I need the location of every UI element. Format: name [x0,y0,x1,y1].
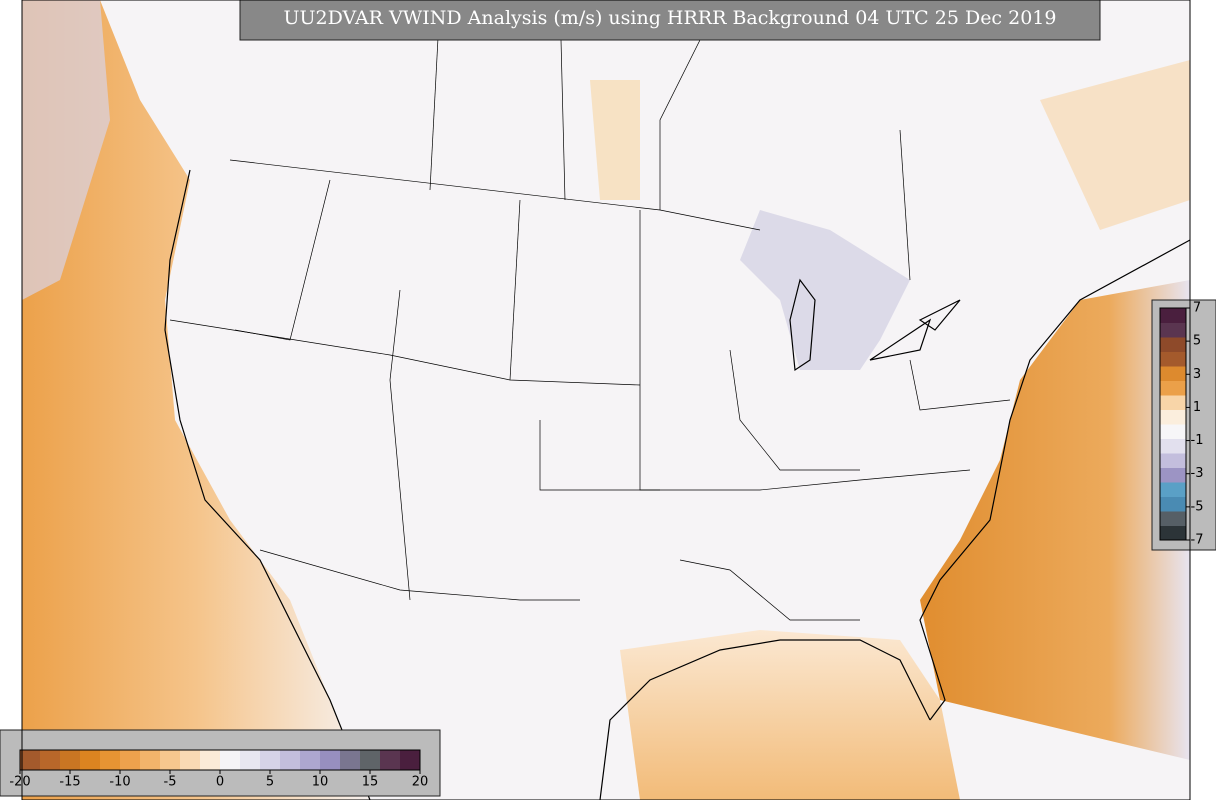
map-area [22,0,1191,801]
colorbar-segment [1160,438,1186,454]
colorbar-segment [1160,496,1186,512]
colorbar-segment [1160,380,1186,396]
colorbar-segment [20,750,41,770]
colorbar-segment [1160,467,1186,483]
colorbar-segment [140,750,161,770]
colorbar-segment [360,750,381,770]
colorbar-tick-label: 5 [1193,334,1201,349]
colorbar-segment [1160,351,1186,367]
colorbar-segment [200,750,221,770]
colorbar-segment [1160,366,1186,381]
colorbar-segment [380,750,401,770]
colorbar-tick-label: -5 [1191,499,1204,514]
colorbar-segment [1160,525,1186,541]
gulf-of-mexico [620,630,960,800]
colorbar-segment [1160,409,1186,425]
colorbar-outline [1159,307,1187,541]
colorbar-segment [260,750,281,770]
colorbar-tick-label: 0 [216,775,224,790]
colorbar-tick-label: 20 [412,775,429,790]
colorbar-segment [220,750,241,770]
atlantic-canada [1040,60,1190,230]
colorbar-tick-label: 3 [1193,367,1201,382]
colorbar-segment [1160,511,1186,526]
colorbar-segment [300,750,321,770]
colorbar-segment [280,750,301,770]
colorbar-tick-label: 7 [1193,301,1201,316]
atlantic-ocean [920,280,1190,760]
colorbar-tick-label: 5 [266,775,274,790]
colorbar-tick-label: -10 [109,775,130,790]
colorbar-segment [60,750,81,770]
colorbar-segment [240,750,261,770]
colorbar-segment [120,750,141,770]
colorbar-tick-label: 15 [362,775,379,790]
colorbar-segment [1160,337,1186,352]
colorbar-tick-label: 1 [1193,400,1201,415]
colorbar-segment [1160,424,1186,439]
map-title: UU2DVAR VWIND Analysis (m/s) using HRRR … [284,7,1057,29]
colorbar-tick-label: -1 [1191,433,1204,448]
great-lakes [740,210,910,370]
pacific-band [22,0,110,300]
lake-winnipeg-area [590,80,640,200]
colorbar-segment [160,750,181,770]
colorbar-segment [100,750,121,770]
colorbar-tick-label: -3 [1191,466,1204,481]
colorbar-tick-label: -7 [1191,533,1204,548]
colorbar-segment [340,750,361,770]
title-background [239,0,1101,41]
pacific-ocean [22,0,370,800]
colorbar-tick-label: -5 [164,775,177,790]
colorbar-tick-label: -15 [59,775,80,790]
colorbar-bottom: -20 -15 -10 -5 0 5 10 15 20 [9,749,429,790]
colorbar-tick-label: 10 [312,775,329,790]
colorbar-segment [1160,453,1186,468]
colorbar-segment [1160,482,1186,497]
colorbar-segment [1160,322,1186,338]
colorbar-segment [1160,395,1186,410]
colorbar-segment [80,750,101,770]
colorbar-segment [1160,308,1186,323]
title-box: UU2DVAR VWIND Analysis (m/s) using HRRR … [239,0,1101,41]
colorbar-right: 7 5 3 1 -1 -3 -5 -7 [1159,301,1204,548]
colorbar-segment [180,750,201,770]
colorbar-segment [400,750,421,770]
colorbar-tick-label: -20 [9,775,30,790]
colorbar-segment [40,750,61,770]
colorbar-segment [320,750,341,770]
coastlines [164,169,1191,801]
